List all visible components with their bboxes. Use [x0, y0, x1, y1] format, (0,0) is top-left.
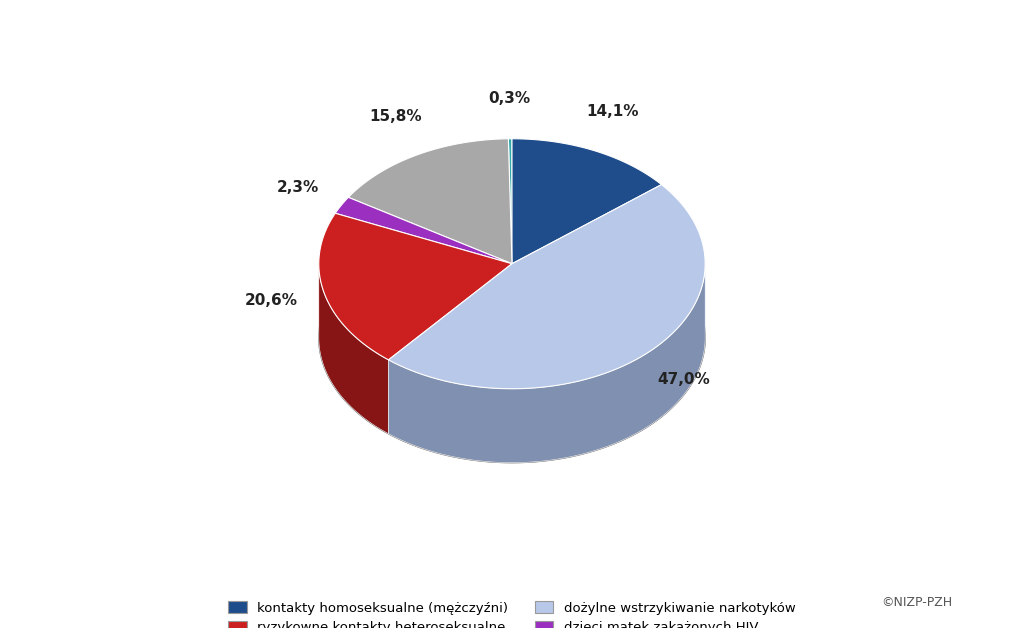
Polygon shape [318, 214, 512, 360]
Polygon shape [348, 139, 512, 264]
Legend: kontakty homoseksualne (mężczyźni), ryzykowne kontakty heteroseksualne, brak dan: kontakty homoseksualne (mężczyźni), ryzy… [228, 601, 796, 628]
Text: 0,3%: 0,3% [488, 91, 530, 106]
Text: ©NIZP-PZH: ©NIZP-PZH [882, 596, 952, 609]
Polygon shape [318, 264, 388, 434]
Polygon shape [388, 265, 706, 463]
Text: 47,0%: 47,0% [657, 372, 710, 387]
Polygon shape [508, 139, 512, 264]
Text: 2,3%: 2,3% [278, 180, 319, 195]
Text: 14,1%: 14,1% [587, 104, 639, 119]
Text: 20,6%: 20,6% [245, 293, 298, 308]
Polygon shape [388, 264, 512, 434]
Polygon shape [388, 185, 706, 389]
Polygon shape [388, 264, 512, 434]
Polygon shape [335, 197, 512, 264]
Polygon shape [318, 213, 706, 463]
Polygon shape [512, 139, 662, 264]
Text: 15,8%: 15,8% [370, 109, 422, 124]
